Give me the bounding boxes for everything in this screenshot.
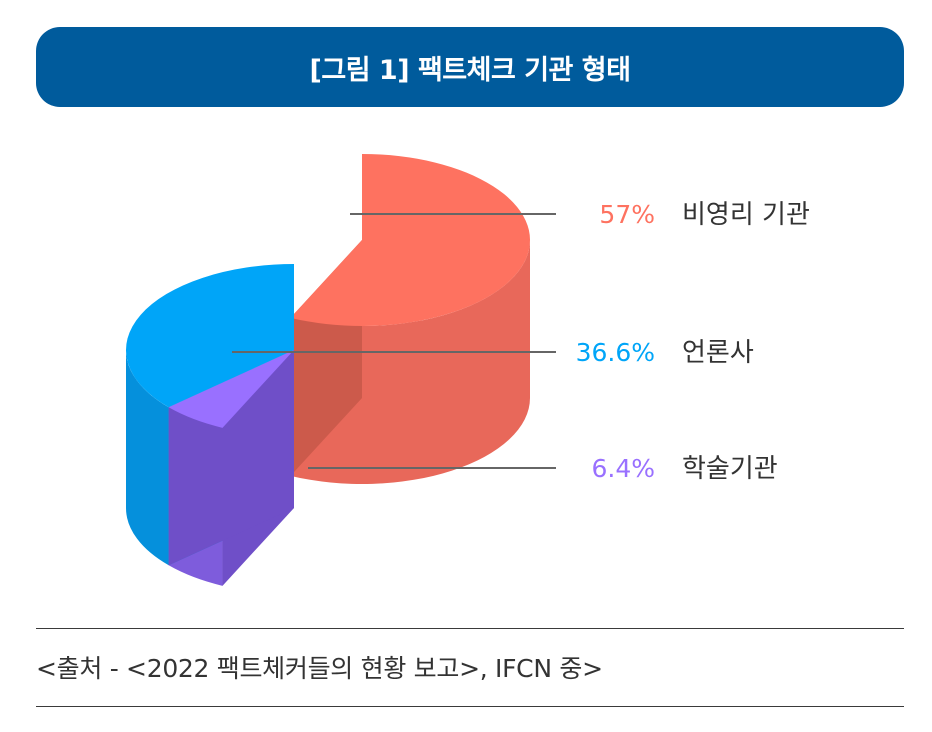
value-label-academic: 6.4% bbox=[591, 454, 655, 483]
pie-chart: 57% 비영리 기관 36.6% 언론사 6.4% 학술기관 bbox=[126, 154, 810, 586]
value-label-media: 36.6% bbox=[576, 338, 655, 367]
source-note: <출처 - <2022 팩트체커들의 현황 보고>, IFCN 중> bbox=[36, 654, 603, 683]
value-label-nonprofit: 57% bbox=[599, 200, 655, 229]
slice-top-academic bbox=[168, 350, 294, 428]
slice-side-media bbox=[126, 350, 169, 566]
category-label-nonprofit: 비영리 기관 bbox=[682, 200, 810, 230]
title-bar: [그림 1] 팩트체크 기관 형태 bbox=[36, 27, 904, 107]
divider-top bbox=[36, 628, 904, 629]
slice-side-nonprofit bbox=[290, 240, 530, 484]
category-label-media: 언론사 bbox=[682, 338, 754, 368]
slice-top-nonprofit bbox=[290, 154, 530, 326]
chart-title: [그림 1] 팩트체크 기관 형태 bbox=[309, 54, 631, 86]
category-label-academic: 학술기관 bbox=[682, 454, 778, 484]
slice-top-media bbox=[126, 264, 295, 408]
divider-bottom bbox=[36, 706, 904, 707]
